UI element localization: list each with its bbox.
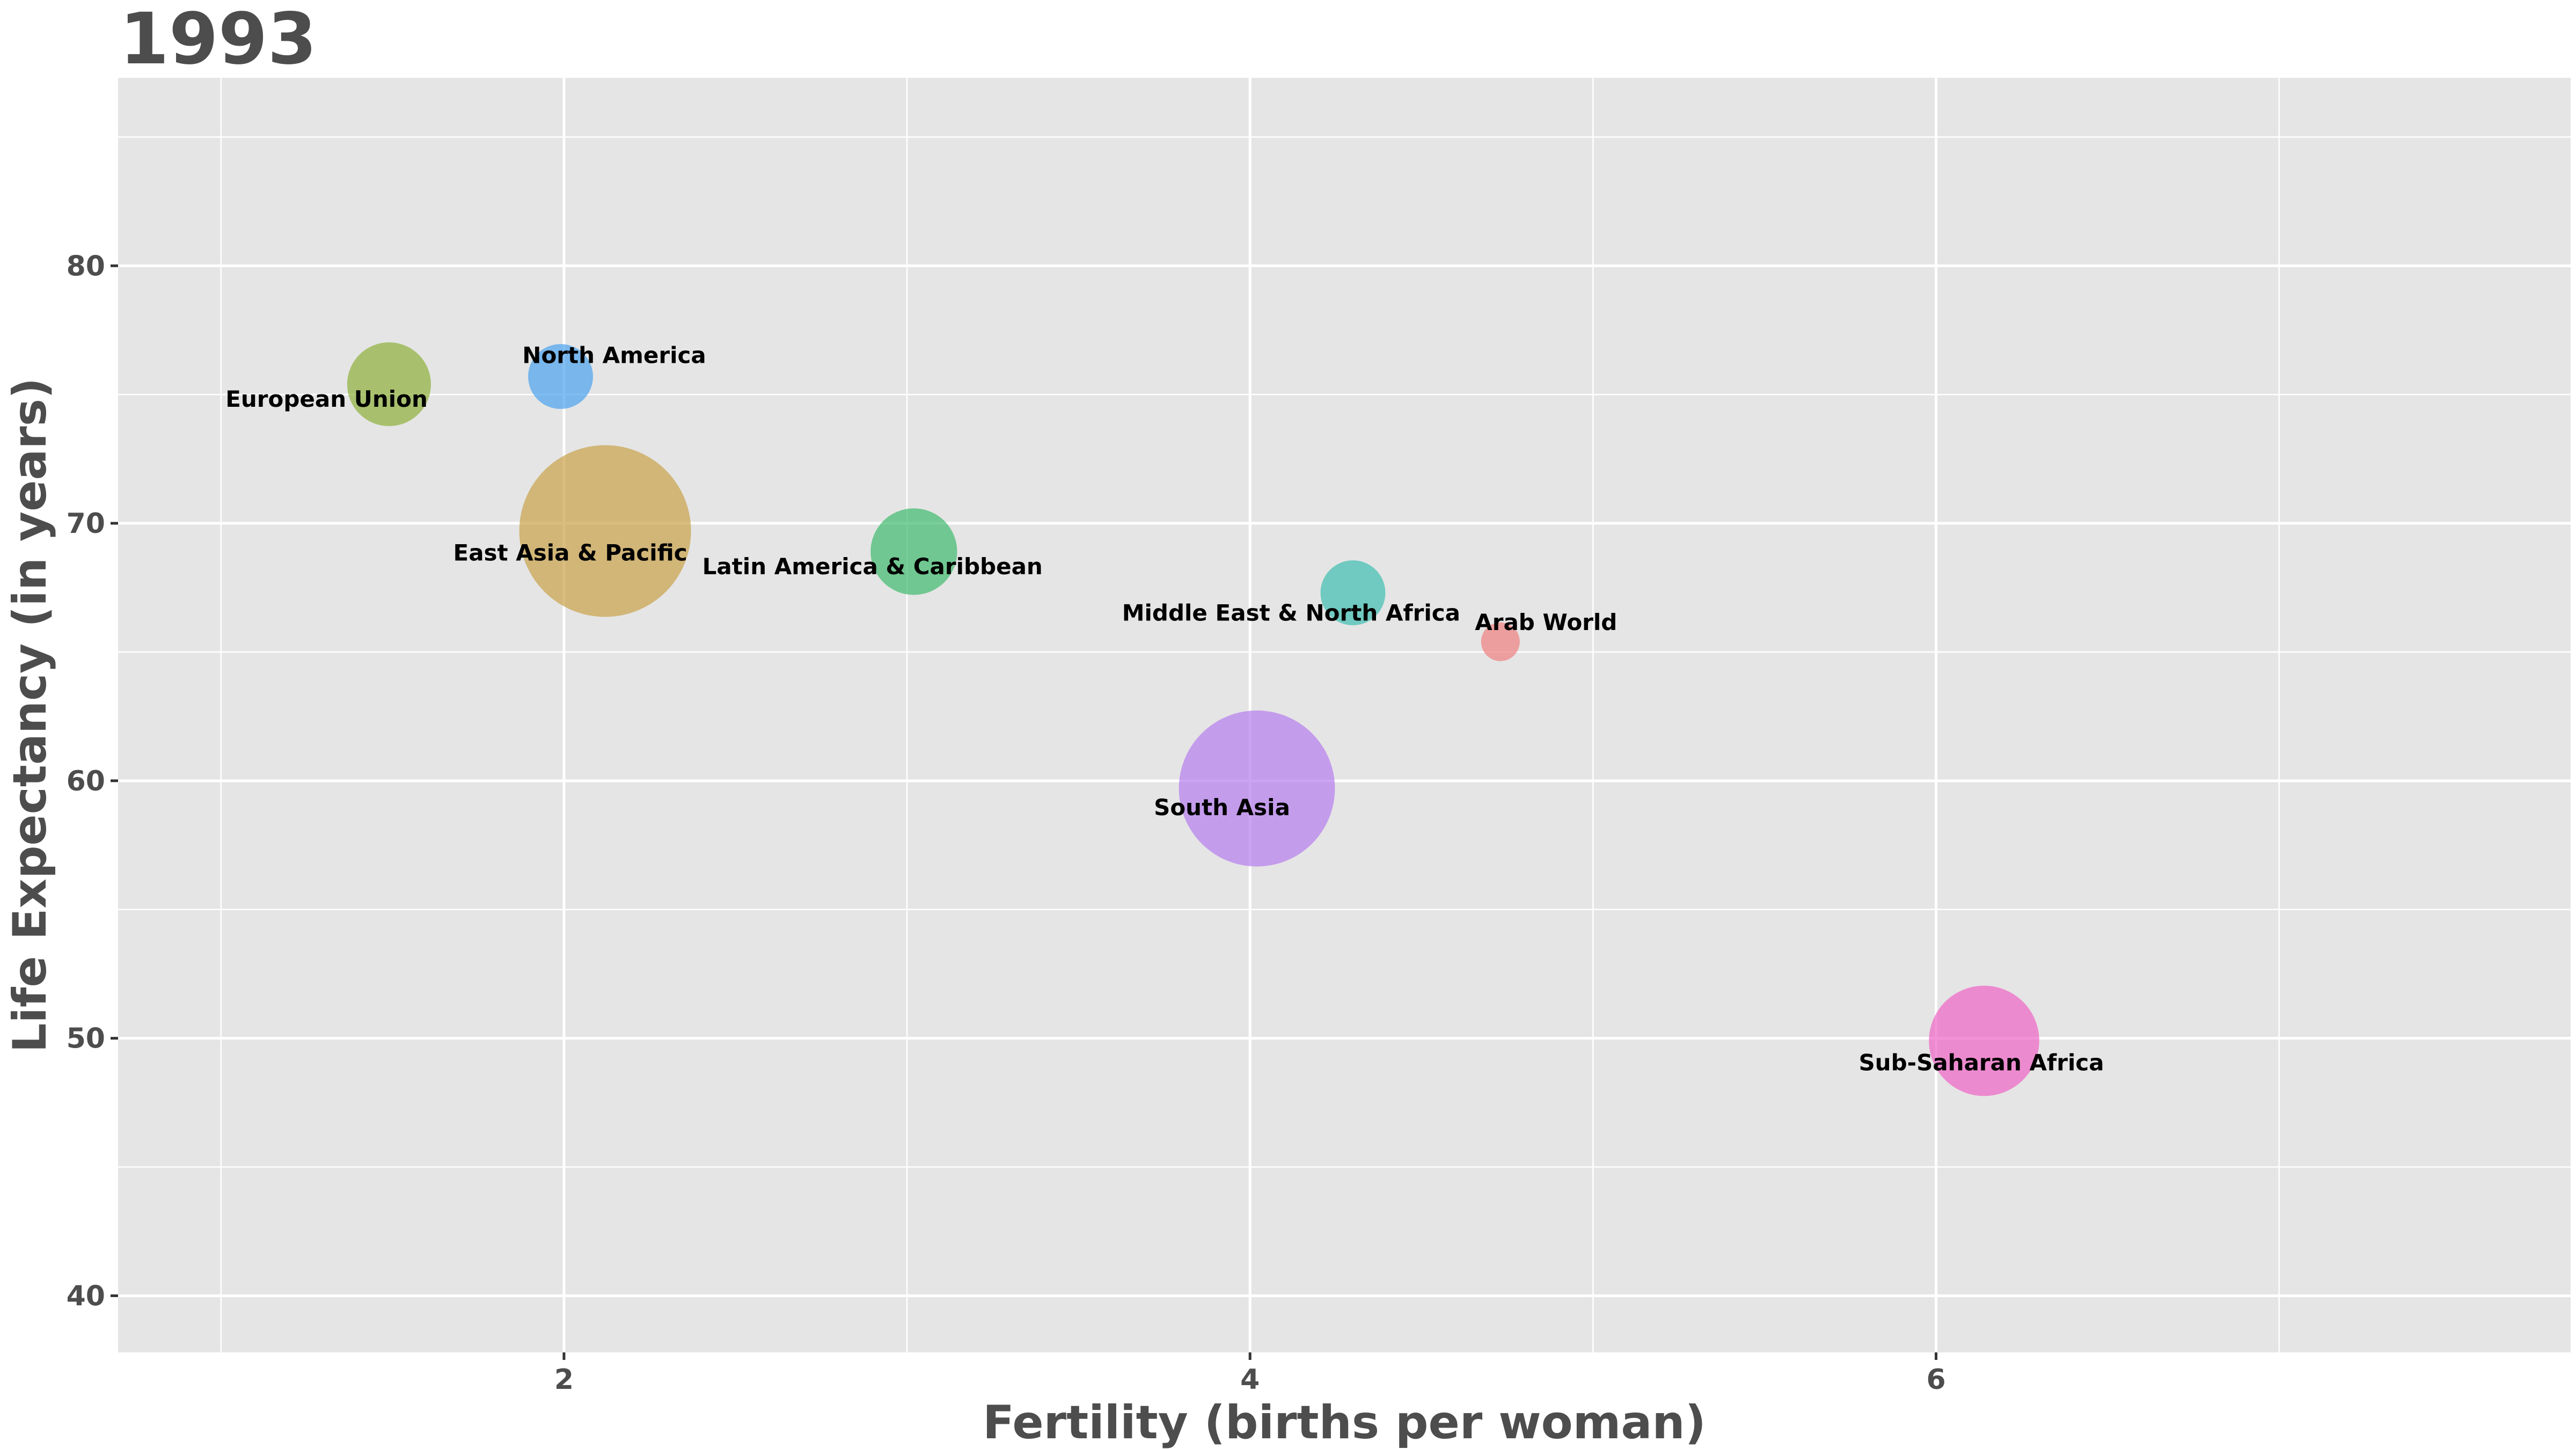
bubble-label: Latin America & Caribbean <box>702 553 1043 580</box>
x-tick-label: 2 <box>554 1364 574 1396</box>
bubble <box>870 508 957 595</box>
chart-title: 1993 <box>120 0 317 80</box>
bubble <box>1481 622 1520 661</box>
bubble-label: North America <box>522 342 706 369</box>
y-tick-label: 50 <box>67 1023 105 1055</box>
bubble-label: Arab World <box>1475 609 1617 635</box>
y-tick-label: 40 <box>67 1280 105 1312</box>
x-tick-label: 4 <box>1240 1364 1260 1396</box>
bubble <box>519 445 691 617</box>
data-labels: European Union North America East Asia & P… <box>225 342 2104 1076</box>
bubble <box>347 342 431 427</box>
bubble-label: Sub-Saharan Africa <box>1858 1049 2104 1075</box>
grid-lines <box>118 78 2571 1352</box>
y-axis-title: Life Expectancy (in years) <box>3 378 57 1053</box>
bubble-label: Middle East & North Africa <box>1122 600 1460 626</box>
bubble-label: East Asia & Pacific <box>453 539 687 566</box>
data-points <box>347 342 2039 1096</box>
y-tick-label: 80 <box>67 250 105 282</box>
bubble <box>1179 710 1335 867</box>
x-axis-title: Fertility (births per woman) <box>983 1396 1706 1449</box>
bubble <box>1320 560 1386 626</box>
axis-ticks: 2 4 6 40 50 60 70 80 <box>67 250 1946 1396</box>
bubble-label: European Union <box>225 386 428 412</box>
bubble-label: South Asia <box>1154 794 1290 821</box>
y-tick-label: 60 <box>67 765 105 797</box>
bubble <box>1929 985 2039 1096</box>
plot-panel <box>118 78 2571 1352</box>
bubble <box>528 344 593 409</box>
x-tick-label: 6 <box>1926 1364 1945 1396</box>
y-tick-label: 70 <box>67 508 105 540</box>
